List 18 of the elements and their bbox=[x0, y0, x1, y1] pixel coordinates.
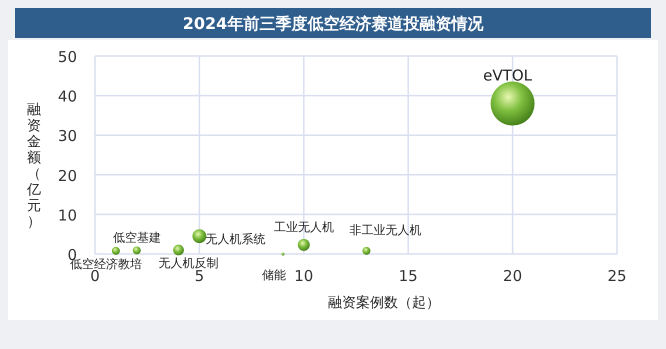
x-tick-label: 20 bbox=[503, 267, 522, 285]
x-axis-title: 融资案例数（起） bbox=[328, 294, 440, 311]
x-tick-label: 10 bbox=[294, 267, 314, 285]
chart-title: 2024年前三季度低空经济赛道投融资情况 bbox=[182, 14, 484, 33]
y-tick-label: 40 bbox=[58, 88, 77, 106]
y-axis-title: 融资金额（亿元） bbox=[26, 102, 41, 230]
x-tick-label: 15 bbox=[398, 267, 418, 285]
y-tick-label: 20 bbox=[58, 166, 77, 185]
series-label: 低空基建 bbox=[112, 230, 161, 244]
y-tick-label: 50 bbox=[58, 48, 77, 66]
series-label: eVTOL bbox=[483, 66, 533, 85]
y-tick-label: 10 bbox=[58, 206, 77, 224]
series-label: 非工业无人机 bbox=[349, 222, 422, 237]
y-tick-label: 30 bbox=[58, 127, 77, 146]
x-tick-label: 25 bbox=[607, 267, 627, 285]
series-label: 储能 bbox=[262, 268, 286, 282]
series-label: 无人机系统 bbox=[205, 232, 266, 246]
series-label: 工业无人机 bbox=[274, 220, 334, 234]
